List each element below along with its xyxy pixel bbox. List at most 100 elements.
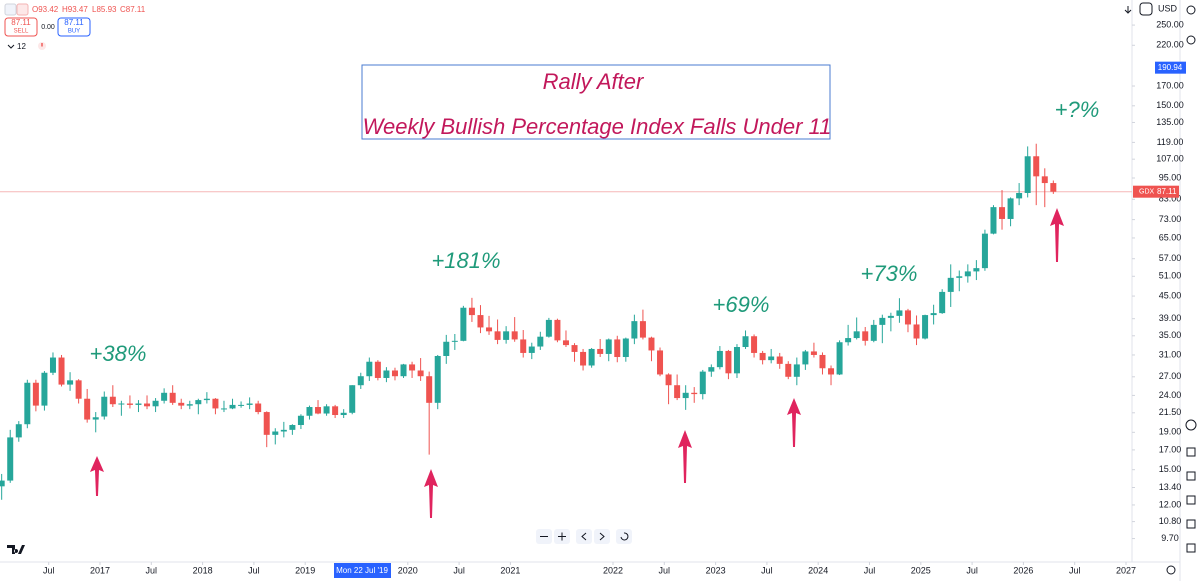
candle-body [511, 331, 518, 340]
arrow [678, 430, 692, 483]
candle-body [109, 396, 116, 405]
scroll-left-icon [581, 532, 587, 541]
candle-body [733, 347, 740, 374]
y-tick-label: 45.00 [1159, 290, 1182, 300]
candle-body [203, 398, 210, 401]
candle-body [7, 437, 14, 481]
buy-button[interactable] [57, 17, 91, 37]
candle-body [289, 425, 296, 430]
candle-body [708, 367, 715, 372]
toolbar-icon[interactable] [1186, 35, 1196, 45]
toolbar-icon[interactable] [1186, 5, 1196, 15]
x-tick-label: 2017 [90, 565, 110, 575]
toolbar-icon[interactable] [1186, 495, 1196, 505]
x-tick-label: Jul [659, 565, 671, 575]
toolbar-icon[interactable] [1185, 419, 1197, 431]
candle-body [152, 400, 159, 407]
candle-body [999, 207, 1006, 219]
y-tick-label: 119.00 [1157, 137, 1184, 147]
y-tick-label: 13.40 [1159, 482, 1182, 492]
candle-body [357, 376, 364, 386]
y-tick-label: 31.00 [1159, 349, 1182, 359]
buy-label: BUY [68, 29, 80, 35]
candle-body [904, 310, 911, 325]
reset[interactable] [616, 529, 632, 544]
candle-body [443, 341, 450, 356]
arrows [90, 208, 1064, 518]
candle-body [161, 392, 168, 401]
y-tick-label: 65.00 [1159, 232, 1182, 242]
sell-button[interactable] [4, 17, 38, 37]
toolbar-icon[interactable] [1166, 565, 1176, 575]
menu-icon[interactable] [4, 3, 17, 16]
candle-body [58, 357, 65, 385]
download-icon[interactable] [1124, 6, 1132, 14]
toolbar-icon[interactable] [1186, 471, 1196, 481]
candle-body [802, 351, 809, 365]
scroll-left[interactable] [576, 529, 592, 544]
y-tick-label: 27.00 [1159, 371, 1182, 381]
candle-body [930, 313, 937, 316]
x-tick-label: Jul [1069, 565, 1081, 575]
candle-body [879, 317, 886, 325]
candle-body [896, 310, 903, 316]
candle-body [118, 403, 125, 405]
candle-body [400, 364, 407, 377]
candle-body [845, 338, 852, 343]
candle-body [742, 336, 749, 348]
y-tick-label: 17.00 [1159, 444, 1182, 454]
toolbar-icon[interactable] [1186, 543, 1196, 553]
candle-body [1033, 156, 1040, 177]
candle-body [84, 398, 91, 420]
candle-body [810, 351, 817, 355]
candle-body [272, 431, 279, 435]
candle-body [468, 307, 475, 316]
candle-body [67, 380, 74, 385]
reset-icon [620, 532, 629, 541]
candle-body [648, 337, 655, 351]
candle-body [862, 331, 869, 341]
x-tick-label: Jul [248, 565, 260, 575]
candle-body [597, 348, 604, 354]
candle-body [759, 352, 766, 361]
y-tick-label: 95.00 [1159, 172, 1182, 182]
indicator-count: 12 [17, 42, 26, 51]
x-tick-label: Jul [453, 565, 465, 575]
candle-body [981, 233, 988, 269]
ohlc-open: O93.42 [32, 5, 59, 14]
candle-body [665, 374, 672, 386]
candle-body [614, 339, 621, 358]
x-tick-label: 2022 [603, 565, 623, 575]
candle-body [280, 429, 287, 432]
candle-body [528, 346, 535, 353]
candle-body [49, 357, 56, 373]
candle-body [409, 364, 416, 371]
candle-body [793, 364, 800, 377]
toolbar-icon[interactable] [1186, 447, 1196, 457]
candle-body [451, 340, 458, 342]
candle-body [323, 406, 330, 414]
chevron[interactable] [7, 44, 15, 49]
candle-body [366, 361, 373, 377]
candle-body [913, 324, 920, 339]
title-box [361, 64, 831, 140]
annotation: +69% [713, 292, 770, 317]
y-tick-label: 250.00 [1156, 19, 1184, 29]
candle-body [306, 407, 313, 416]
x-tick-label: 2023 [706, 565, 726, 575]
candle-body [263, 412, 270, 435]
annotation: +181% [431, 248, 500, 273]
candle-body [699, 371, 706, 395]
crosshair-date: Mon 22 Jul '19 [336, 566, 388, 575]
candle-body [32, 382, 39, 406]
toolbar-icon[interactable] [1186, 519, 1196, 529]
settings-icon[interactable] [1139, 2, 1153, 16]
menu-icon[interactable] [16, 3, 29, 16]
candle-body [819, 354, 826, 369]
annotation: +73% [861, 261, 918, 286]
candle-body [964, 271, 971, 277]
candle-body [503, 331, 510, 340]
candle-body [1016, 192, 1023, 199]
scroll-right[interactable] [594, 529, 610, 544]
candle-body [990, 207, 997, 234]
